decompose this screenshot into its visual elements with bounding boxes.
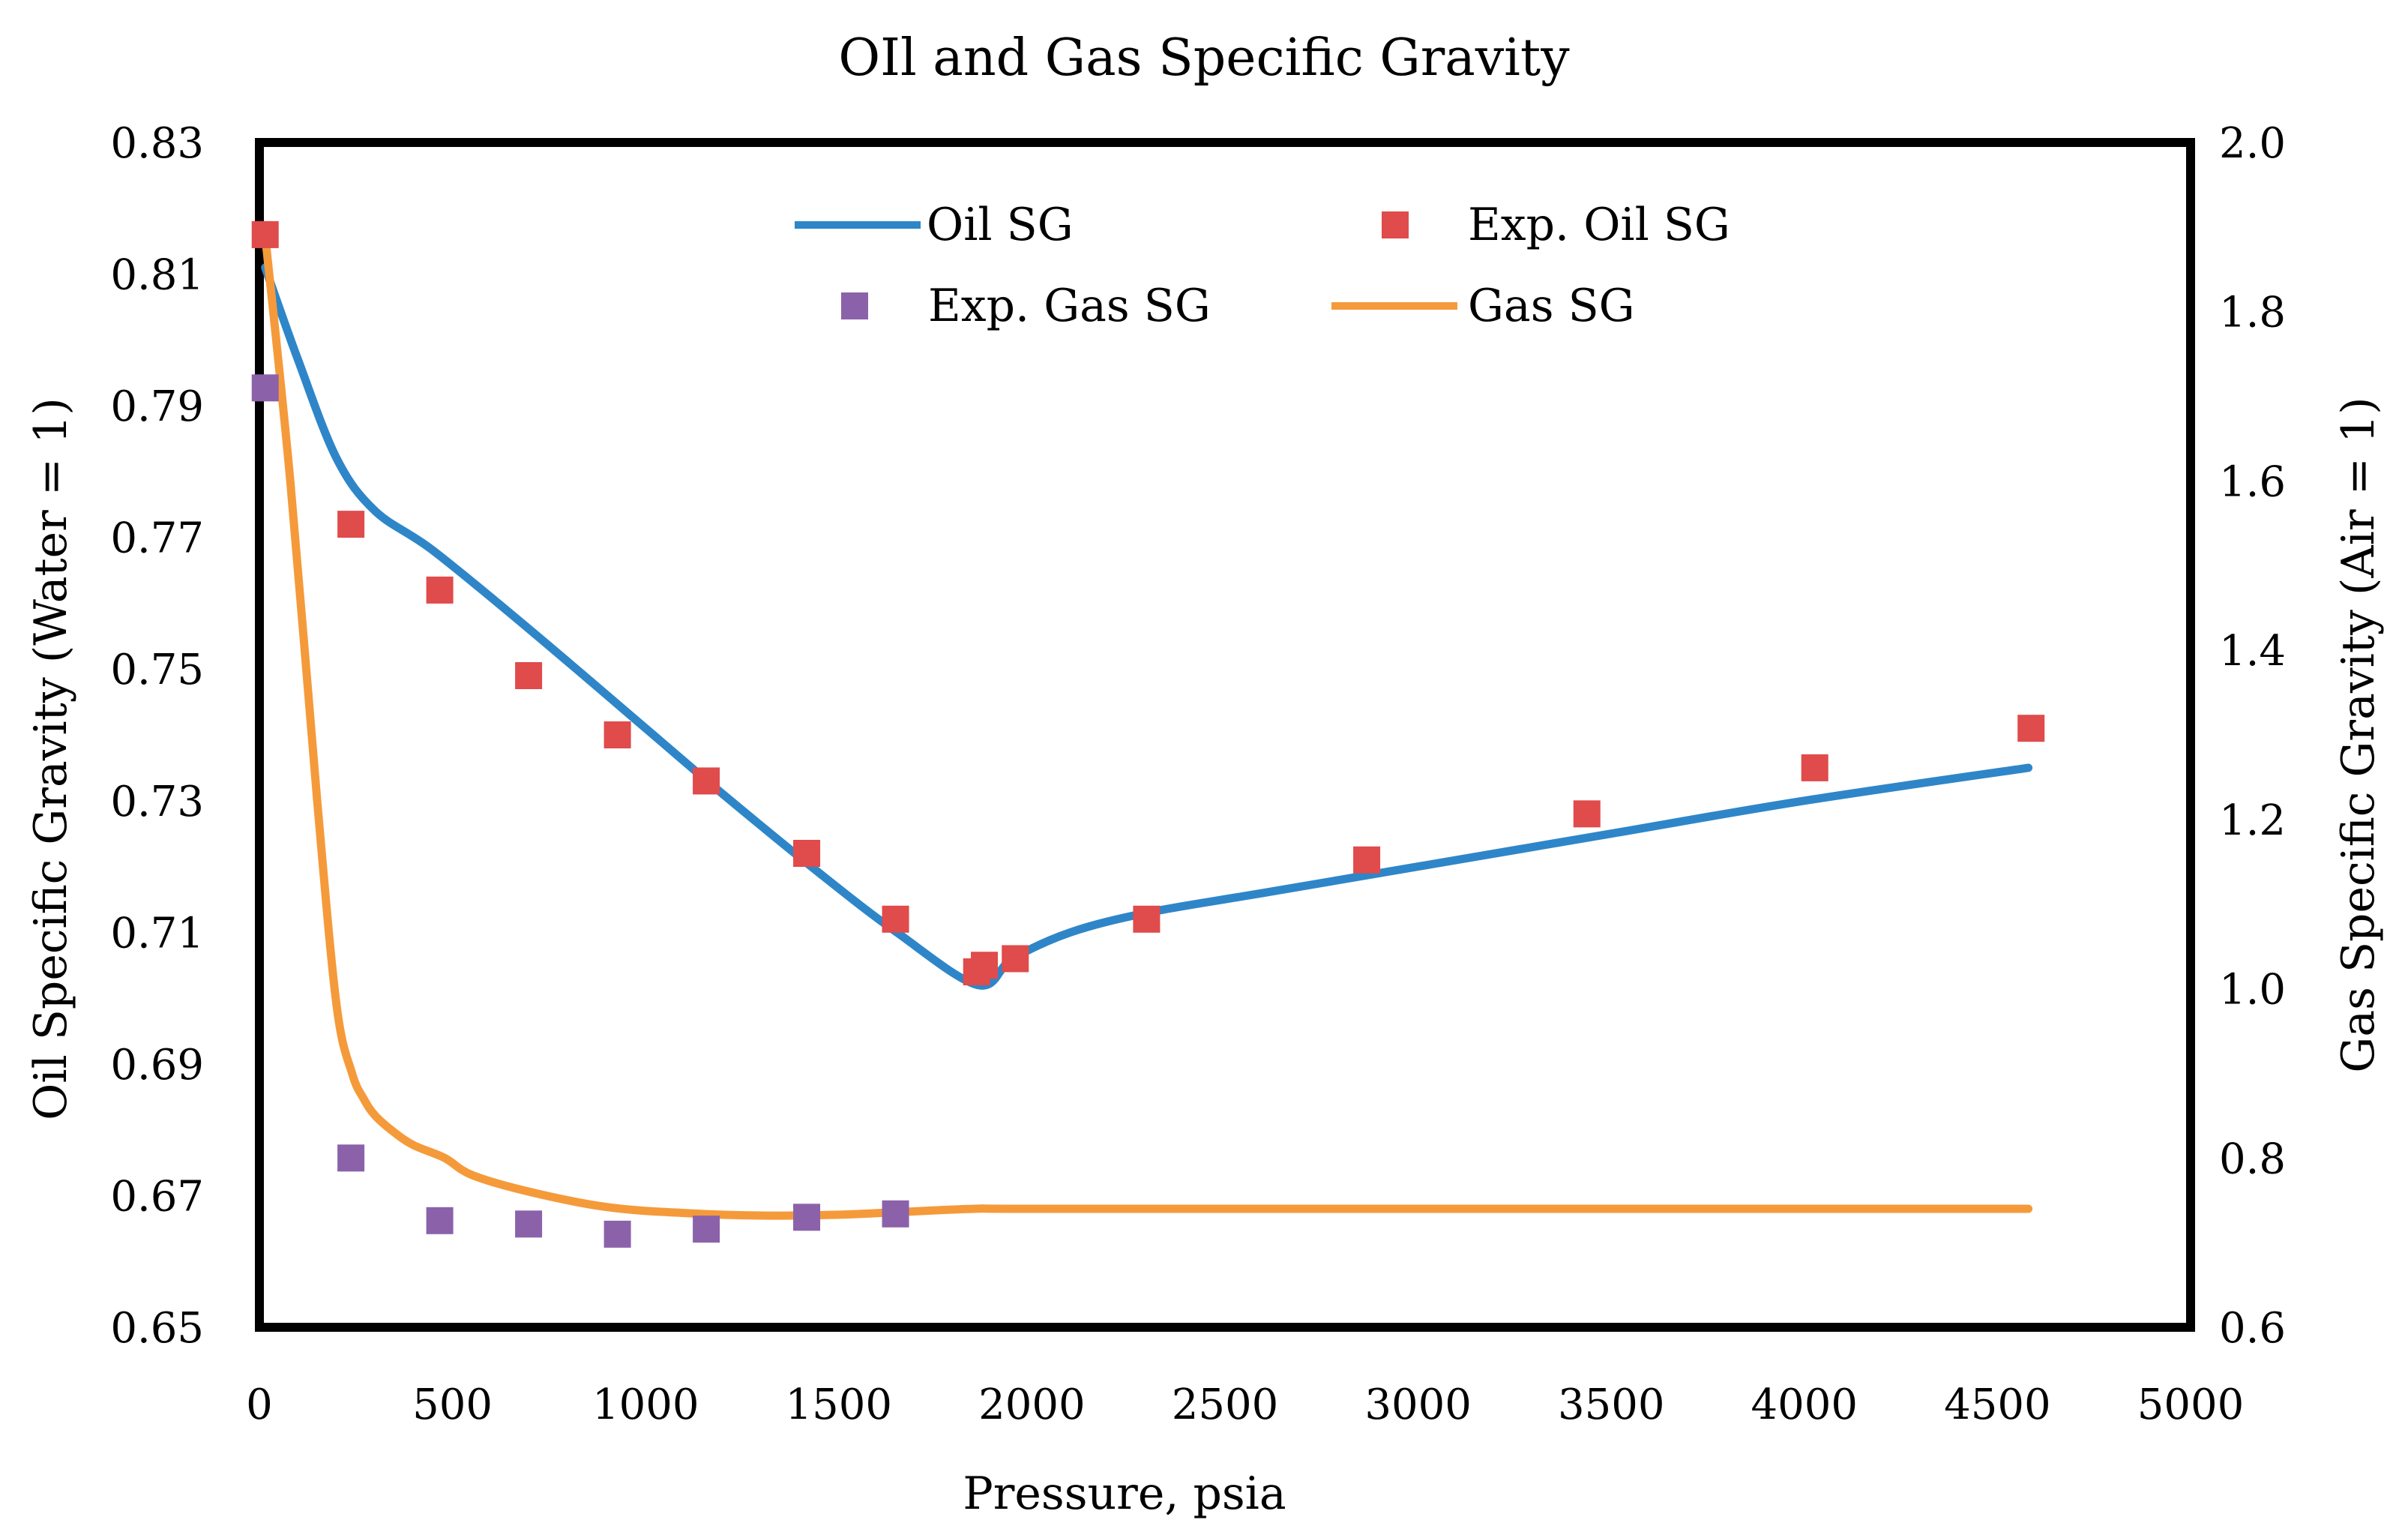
marker-exp-gas-sg	[251, 374, 279, 402]
marker-exp-oil-sg	[1573, 800, 1601, 828]
x-tick-label: 0	[246, 1381, 273, 1429]
marker-exp-oil-sg	[2017, 715, 2045, 742]
y-left-tick-label: 0.83	[110, 119, 204, 168]
marker-exp-oil-sg	[882, 905, 909, 933]
y-left-tick-label: 0.71	[110, 909, 204, 958]
marker-exp-gas-sg	[337, 1144, 365, 1172]
x-tick-label: 500	[412, 1381, 493, 1429]
y-left-tick-label: 0.69	[110, 1041, 204, 1090]
x-tick-label: 3000	[1364, 1381, 1472, 1429]
x-tick-label: 2000	[978, 1381, 1086, 1429]
legend-label-exp-oil-sg: Exp. Oil SG	[1468, 199, 1730, 251]
y-left-tick-label: 0.81	[110, 251, 204, 300]
marker-exp-oil-sg	[426, 576, 454, 604]
series-layer	[251, 220, 2045, 1248]
x-tick-label: 5000	[2137, 1381, 2245, 1429]
y-right-tick-label: 1.4	[2219, 627, 2286, 676]
legend-swatch-exp-gas-sg	[841, 292, 868, 319]
x-axis-ticks: 0 500 1000 1500 2000 2500 3000 3500 4000 4500 5000	[246, 1381, 2244, 1429]
marker-exp-oil-sg	[337, 511, 365, 538]
x-tick-label: 4000	[1751, 1381, 1858, 1429]
marker-exp-oil-sg	[971, 952, 999, 979]
y-right-tick-label: 2.0	[2219, 119, 2286, 168]
y-right-axis-title: Gas Specific Gravity (Air = 1)	[2332, 397, 2385, 1072]
y-right-tick-label: 1.2	[2219, 796, 2286, 845]
marker-exp-oil-sg	[693, 767, 720, 795]
marker-exp-oil-sg	[251, 220, 279, 248]
y-right-tick-label: 0.8	[2219, 1135, 2286, 1183]
chart-title: OIl and Gas Specific Gravity	[838, 28, 1570, 88]
legend-label-gas-sg: Gas SG	[1468, 280, 1635, 332]
y-right-axis-ticks: 0.6 0.8 1.0 1.2 1.4 1.6 1.8 2.0	[2219, 119, 2286, 1353]
marker-exp-oil-sg	[603, 721, 631, 748]
marker-exp-oil-sg	[1801, 754, 1828, 781]
legend-swatch-exp-oil-sg	[1382, 211, 1409, 238]
legend-label-oil-sg: Oil SG	[927, 199, 1074, 251]
marker-exp-gas-sg	[882, 1200, 909, 1228]
series-line-gas-sg	[261, 231, 2033, 1220]
y-left-axis-ticks: 0.65 0.67 0.69 0.71 0.73 0.75 0.77 0.79 0.81 0.83	[110, 119, 204, 1353]
marker-exp-gas-sg	[603, 1220, 631, 1248]
x-tick-label: 4500	[1944, 1381, 2051, 1429]
x-tick-label: 1000	[592, 1381, 699, 1429]
plot-frame	[255, 138, 2195, 1332]
x-tick-label: 2500	[1172, 1381, 1279, 1429]
y-right-tick-label: 1.0	[2219, 966, 2286, 1015]
series-line-oil-sg	[261, 263, 2033, 990]
y-right-tick-label: 1.8	[2219, 289, 2286, 337]
legend-label-exp-gas-sg: Exp. Gas SG	[928, 280, 1211, 332]
y-left-tick-label: 0.67	[110, 1172, 204, 1221]
y-left-tick-label: 0.79	[110, 382, 204, 431]
marker-exp-oil-sg	[515, 662, 543, 689]
x-tick-label: 3500	[1558, 1381, 1665, 1429]
marker-exp-oil-sg	[1353, 846, 1381, 874]
y-left-tick-label: 0.73	[110, 778, 204, 826]
marker-exp-gas-sg	[693, 1216, 720, 1243]
marker-exp-oil-sg	[793, 840, 821, 867]
y-left-tick-label: 0.77	[110, 514, 204, 563]
y-left-axis-title: Oil Specific Gravity (Water = 1)	[25, 397, 77, 1120]
y-left-tick-label: 0.65	[110, 1304, 204, 1353]
marker-exp-gas-sg	[793, 1204, 821, 1231]
legend: Oil SG Exp. Oil SG Exp. Gas SG Gas SG	[795, 199, 1730, 332]
y-left-tick-label: 0.75	[110, 646, 204, 694]
x-axis-title: Pressure, psia	[963, 1468, 1286, 1520]
y-right-tick-label: 0.6	[2219, 1304, 2286, 1353]
marker-exp-oil-sg	[1133, 905, 1161, 933]
marker-exp-oil-sg	[1002, 945, 1029, 973]
marker-exp-gas-sg	[515, 1210, 543, 1238]
y-right-tick-label: 1.6	[2219, 457, 2286, 506]
marker-exp-gas-sg	[426, 1207, 454, 1234]
x-tick-label: 1500	[786, 1381, 893, 1429]
